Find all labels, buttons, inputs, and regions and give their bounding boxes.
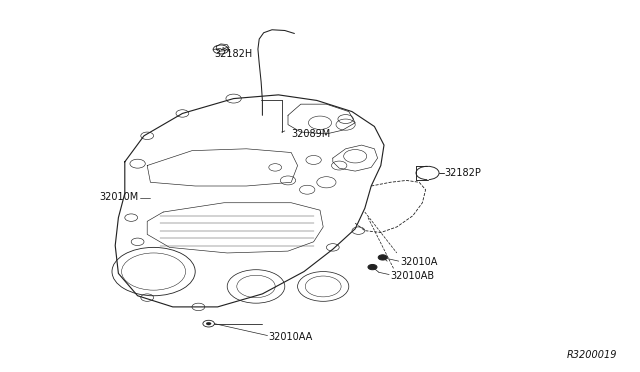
Text: 32182P: 32182P — [445, 168, 482, 178]
Text: 32010A: 32010A — [400, 257, 437, 267]
Circle shape — [378, 255, 387, 260]
Circle shape — [368, 264, 377, 270]
Text: R3200019: R3200019 — [567, 350, 618, 360]
Text: 32089M: 32089M — [291, 129, 330, 139]
Circle shape — [206, 322, 211, 325]
Text: 32010AA: 32010AA — [269, 332, 313, 341]
Text: 32182H: 32182H — [214, 49, 253, 59]
Text: 32010M: 32010M — [99, 192, 138, 202]
Text: 32010AB: 32010AB — [390, 271, 435, 281]
